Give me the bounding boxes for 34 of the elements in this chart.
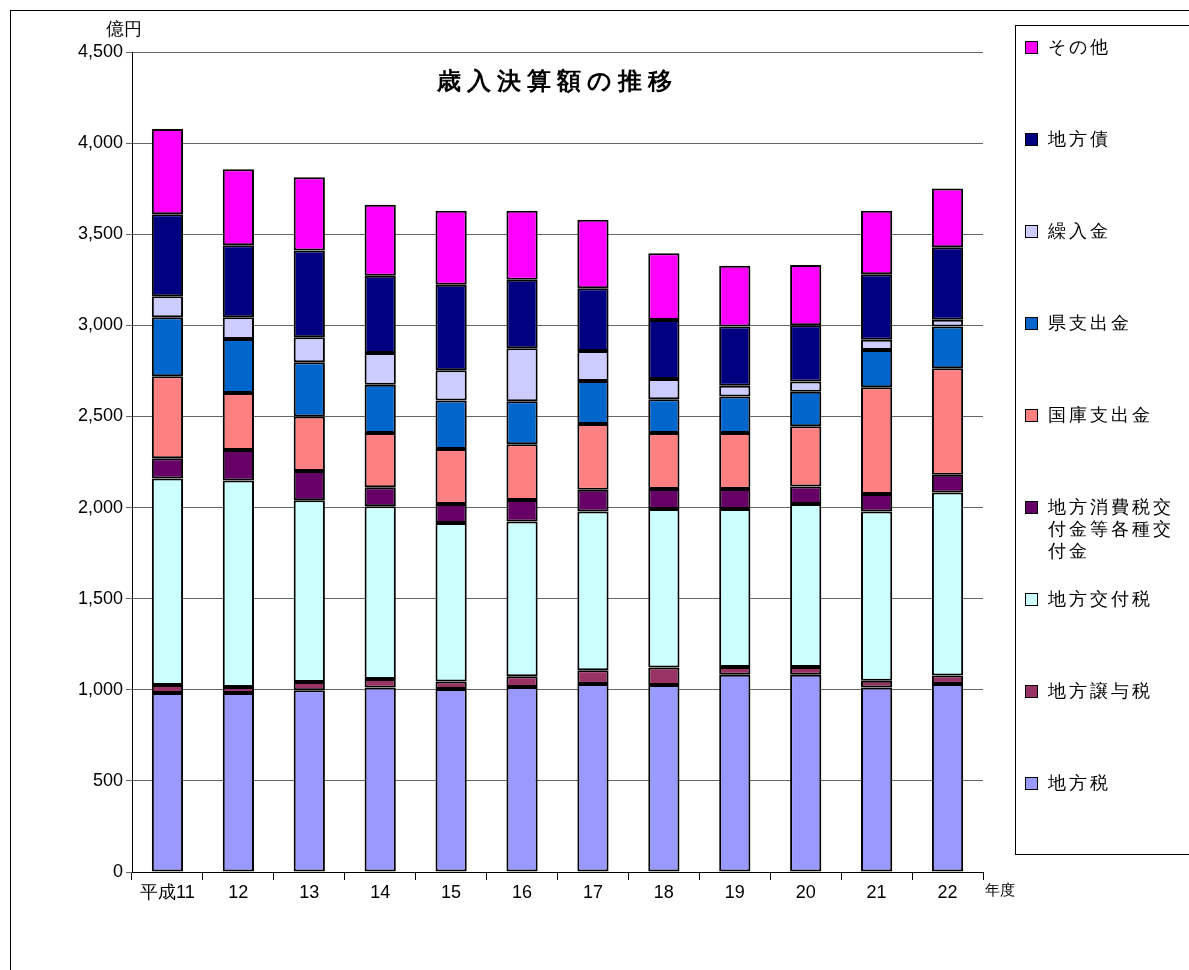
y-tick-label: 1,000 bbox=[77, 678, 123, 699]
y-tick-label: 2,500 bbox=[77, 405, 123, 426]
x-tick-label: 12 bbox=[228, 881, 249, 902]
legend-label: 地方交付税 bbox=[1048, 588, 1154, 610]
y-tick-label: 3,500 bbox=[77, 223, 123, 244]
x-tick-label: 21 bbox=[866, 881, 887, 902]
legend-label: 地方消費税交付金等各種交付金 bbox=[1048, 496, 1175, 562]
y-tick-label: 1,500 bbox=[77, 587, 123, 608]
x-tick-label: 20 bbox=[795, 881, 816, 902]
x-tick-label: 16 bbox=[512, 881, 533, 902]
x-tick-label: 22 bbox=[937, 881, 958, 902]
y-tick-label: 4,000 bbox=[77, 132, 123, 153]
y-tick-label: 3,000 bbox=[77, 314, 123, 335]
x-tick-label: 平成11 bbox=[140, 881, 195, 902]
x-tick-label: 13 bbox=[299, 881, 320, 902]
legend-label: 県支出金 bbox=[1048, 312, 1133, 334]
legend-label: 繰入金 bbox=[1048, 220, 1112, 242]
y-tick-label: 2,000 bbox=[77, 496, 123, 517]
x-tick-label: 17 bbox=[582, 881, 603, 902]
legend-label: 国庫支出金 bbox=[1048, 404, 1154, 426]
legend-label: 地方譲与税 bbox=[1048, 680, 1154, 702]
y-tick-label: 0 bbox=[112, 860, 123, 881]
legend-label: 地方債 bbox=[1048, 128, 1112, 150]
x-tick-label: 15 bbox=[441, 881, 462, 902]
y-tick-label: 4,500 bbox=[77, 40, 123, 61]
y-tick-label: 500 bbox=[92, 769, 123, 790]
legend-label: 地方税 bbox=[1048, 772, 1112, 794]
x-tick-label: 18 bbox=[653, 881, 674, 902]
y-axis-title: 億円 bbox=[106, 18, 142, 39]
text: 歳入決算額の推移 bbox=[436, 66, 678, 94]
legend-label: その他 bbox=[1048, 36, 1112, 58]
x-tick-label: 19 bbox=[724, 881, 745, 902]
x-tick-label: 14 bbox=[370, 881, 391, 902]
x-axis-title: 年度 bbox=[985, 881, 1015, 899]
